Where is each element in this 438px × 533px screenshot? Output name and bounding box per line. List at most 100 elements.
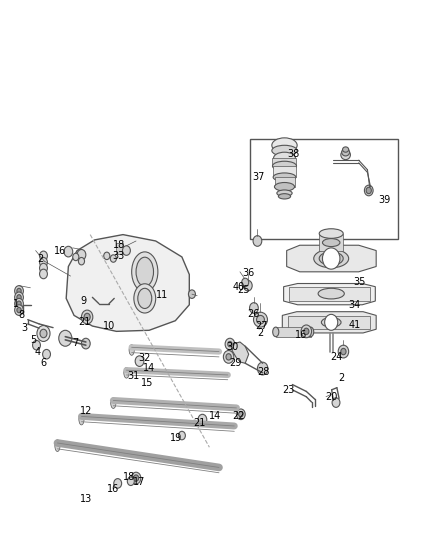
Bar [116, 243, 123, 254]
Circle shape [39, 263, 47, 273]
Circle shape [84, 313, 90, 321]
Text: 39: 39 [378, 195, 390, 205]
Text: 3: 3 [21, 322, 28, 333]
Circle shape [332, 398, 340, 407]
Circle shape [223, 351, 234, 364]
Ellipse shape [132, 252, 158, 292]
Text: 1: 1 [13, 298, 19, 309]
Text: 10: 10 [103, 321, 115, 331]
Ellipse shape [322, 239, 340, 247]
Bar [288, 316, 370, 329]
Circle shape [225, 338, 235, 350]
Bar [272, 158, 296, 166]
Ellipse shape [318, 288, 344, 299]
Ellipse shape [314, 249, 349, 268]
Circle shape [364, 185, 373, 196]
Circle shape [17, 301, 21, 306]
Ellipse shape [279, 193, 290, 199]
Text: 28: 28 [258, 367, 270, 377]
Circle shape [14, 286, 23, 296]
Circle shape [228, 342, 232, 347]
Circle shape [59, 330, 72, 346]
Ellipse shape [272, 138, 297, 153]
Text: 27: 27 [255, 321, 268, 331]
Text: 14: 14 [143, 362, 155, 373]
Circle shape [338, 345, 349, 358]
Ellipse shape [319, 229, 343, 238]
Bar [275, 177, 295, 187]
Circle shape [258, 362, 268, 375]
Circle shape [73, 253, 79, 261]
Text: 20: 20 [325, 392, 338, 402]
Ellipse shape [307, 327, 314, 337]
Text: 9: 9 [81, 296, 87, 306]
Circle shape [178, 431, 185, 440]
Text: 8: 8 [18, 310, 25, 320]
Circle shape [81, 310, 93, 324]
Circle shape [135, 356, 144, 367]
Circle shape [37, 326, 50, 342]
Text: 19: 19 [170, 433, 182, 443]
Text: 7: 7 [72, 338, 78, 348]
Text: 16: 16 [295, 329, 307, 340]
Ellipse shape [111, 398, 116, 408]
Text: 18: 18 [124, 472, 136, 482]
Ellipse shape [124, 368, 129, 378]
Circle shape [301, 325, 311, 338]
Ellipse shape [254, 312, 268, 327]
Text: 5: 5 [30, 335, 36, 345]
Ellipse shape [273, 173, 296, 181]
Text: 22: 22 [233, 411, 245, 422]
Circle shape [250, 303, 258, 313]
Circle shape [131, 472, 141, 484]
Text: 21: 21 [193, 418, 205, 429]
Text: 36: 36 [243, 268, 255, 278]
Polygon shape [66, 235, 189, 332]
Text: 16: 16 [53, 246, 66, 255]
Ellipse shape [138, 288, 152, 309]
Text: 35: 35 [353, 278, 366, 287]
Polygon shape [284, 284, 375, 305]
Text: 18: 18 [113, 240, 126, 250]
Text: 21: 21 [78, 317, 91, 327]
Text: 24: 24 [331, 352, 343, 362]
Text: 15: 15 [141, 378, 153, 389]
Circle shape [123, 246, 131, 255]
Polygon shape [232, 342, 249, 364]
Ellipse shape [136, 257, 153, 286]
Circle shape [39, 257, 47, 267]
Text: 30: 30 [226, 342, 238, 352]
Text: 31: 31 [128, 371, 140, 381]
Circle shape [198, 414, 207, 425]
Circle shape [40, 329, 47, 338]
Text: 41: 41 [348, 320, 360, 330]
Circle shape [239, 411, 243, 417]
Text: 13: 13 [80, 494, 92, 504]
Circle shape [14, 305, 23, 316]
Bar [250, 139, 398, 239]
Polygon shape [283, 312, 376, 333]
Circle shape [341, 349, 346, 355]
Circle shape [134, 475, 139, 481]
Circle shape [14, 298, 23, 309]
Text: 33: 33 [113, 251, 125, 261]
Ellipse shape [321, 318, 341, 327]
Text: 6: 6 [40, 358, 46, 368]
Circle shape [64, 246, 73, 257]
Text: 34: 34 [348, 300, 360, 310]
Circle shape [110, 255, 117, 262]
Circle shape [17, 308, 21, 313]
Circle shape [78, 257, 85, 265]
Ellipse shape [273, 327, 279, 337]
Circle shape [104, 252, 110, 260]
Bar [289, 287, 370, 301]
Text: 32: 32 [138, 353, 151, 363]
Text: 25: 25 [237, 286, 249, 295]
Circle shape [81, 338, 90, 349]
Circle shape [17, 288, 21, 294]
Text: 2: 2 [338, 373, 344, 383]
Text: 26: 26 [248, 309, 260, 319]
Ellipse shape [272, 146, 297, 156]
Text: 4: 4 [35, 346, 41, 357]
Circle shape [39, 269, 47, 279]
